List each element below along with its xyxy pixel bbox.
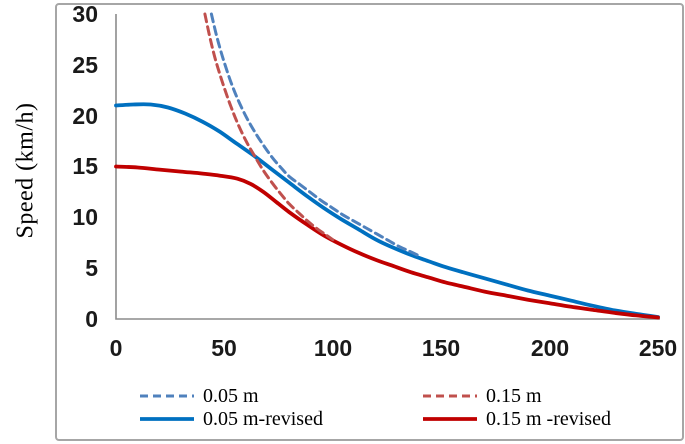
chart-border: [55, 3, 684, 441]
y-tick-10: 10: [72, 204, 98, 230]
y-tick-5: 5: [85, 255, 98, 281]
legend-item-005m-revised: 0.05 m-revised: [138, 407, 323, 431]
y-tick-25: 25: [72, 52, 98, 78]
x-tick-200: 200: [530, 335, 570, 361]
x-tick-100: 100: [313, 335, 353, 361]
legend-label: 0.15 m: [486, 385, 542, 407]
x-tick-250: 250: [638, 335, 678, 361]
series-line-3: [203, 12, 335, 242]
legend-label: 0.05 m: [203, 385, 259, 407]
legend-swatch-015m-dashed: [423, 394, 477, 398]
legend-item-005m: 0.05 m: [138, 384, 259, 408]
y-tick-0: 0: [85, 306, 98, 332]
legend-label: 0.15 m -revised: [486, 408, 611, 430]
x-tick-50: 50: [211, 335, 237, 361]
legend-item-015m: 0.15 m: [421, 384, 542, 408]
legend-item-015m-revised: 0.15 m -revised: [421, 407, 611, 431]
y-tick-15: 15: [72, 153, 98, 179]
series-line-2: [209, 12, 421, 258]
legend-swatch-005m-solid: [140, 417, 194, 421]
x-tick-150: 150: [421, 335, 461, 361]
y-tick-20: 20: [72, 103, 98, 129]
legend-swatch-005m-dashed: [140, 394, 194, 398]
legend-label: 0.05 m-revised: [203, 408, 323, 430]
x-tick-0: 0: [109, 335, 123, 361]
legend-swatch-015m-solid: [423, 417, 477, 421]
axis-lines: [115, 14, 660, 320]
series-line-0: [114, 102, 660, 319]
series-line-1: [114, 164, 660, 320]
y-tick-30: 30: [72, 1, 98, 27]
